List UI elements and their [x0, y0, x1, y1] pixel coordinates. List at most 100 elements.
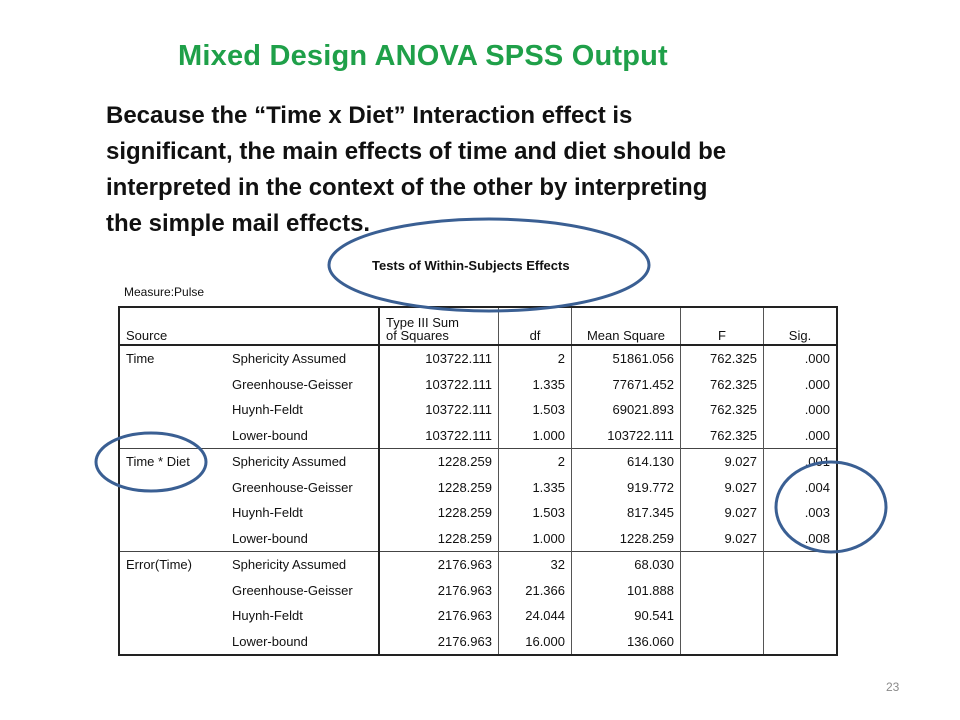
cell-f: 762.325	[680, 397, 764, 423]
cell-sum-of-squares: 2176.963	[378, 577, 499, 603]
cell-f: 762.325	[680, 345, 764, 372]
table-row: Huynh-Feldt 2176.963 24.044 90.541	[119, 603, 837, 629]
cell-mean-square: 90.541	[571, 603, 681, 629]
cell-sum-of-squares: 2176.963	[378, 628, 499, 655]
anova-table: Source Type III Sum of Squares df Mean S…	[118, 306, 838, 656]
cell-df: 1.335	[498, 371, 572, 397]
cell-mean-square: 614.130	[571, 448, 681, 475]
cell-mean-square: 136.060	[571, 628, 681, 655]
cell-sig: .000	[763, 397, 837, 423]
cell-correction: Lower-bound	[232, 427, 308, 443]
cell-f	[680, 551, 764, 578]
cell-sum-of-squares: 1228.259	[378, 474, 499, 500]
header-df: df	[498, 306, 572, 346]
explanation-line: the simple mail effects.	[106, 210, 371, 237]
cell-sig	[763, 551, 837, 578]
header-correction	[226, 306, 379, 346]
cell-sig: .003	[763, 500, 837, 526]
cell-df: 1.503	[498, 500, 572, 526]
cell-correction: Huynh-Feldt	[232, 608, 303, 624]
cell-mean-square: 101.888	[571, 577, 681, 603]
cell-mean-square: 77671.452	[571, 371, 681, 397]
table-row: Huynh-Feldt 103722.111 1.503 69021.893 762.3…	[119, 397, 837, 423]
cell-sig	[763, 603, 837, 629]
cell-f	[680, 628, 764, 655]
cell-f: 9.027	[680, 500, 764, 526]
cell-mean-square: 68.030	[571, 551, 681, 578]
cell-correction: Huynh-Feldt	[232, 402, 303, 418]
anova-table-body: Time Sphericity Assumed 103722.111 2 51861.0…	[119, 345, 837, 655]
annotation-circle-table-title	[327, 217, 651, 313]
table-row: Greenhouse-Geisser 103722.111 1.335 77671.4…	[119, 371, 837, 397]
cell-mean-square: 1228.259	[571, 525, 681, 552]
cell-df: 21.366	[498, 577, 572, 603]
cell-sum-of-squares: 103722.111	[378, 422, 499, 449]
table-row: Time * Diet Sphericity Assumed 1228.259 2 61…	[119, 448, 837, 475]
header-source: Source	[119, 306, 226, 346]
explanation-text: Because the “Time x Diet” Interaction ef…	[106, 98, 886, 242]
cell-sum-of-squares: 1228.259	[378, 448, 499, 475]
cell-df: 24.044	[498, 603, 572, 629]
cell-f: 762.325	[680, 371, 764, 397]
cell-correction: Lower-bound	[232, 633, 308, 649]
cell-df: 1.000	[498, 525, 572, 552]
header-ss-line1: Type III Sum	[386, 315, 459, 330]
cell-sig: .000	[763, 422, 837, 449]
table-row: Time Sphericity Assumed 103722.111 2 51861.0…	[119, 345, 837, 372]
cell-df: 16.000	[498, 628, 572, 655]
cell-sig	[763, 577, 837, 603]
page-number: 23	[886, 680, 900, 694]
annotation-circle-sig-values	[774, 460, 888, 554]
cell-correction: Greenhouse-Geisser	[232, 582, 353, 598]
cell-mean-square: 69021.893	[571, 397, 681, 423]
cell-correction: Lower-bound	[232, 530, 308, 546]
cell-df: 1.000	[498, 422, 572, 449]
cell-sum-of-squares: 2176.963	[378, 603, 499, 629]
cell-correction: Sphericity Assumed	[226, 448, 379, 475]
table-row: Huynh-Feldt 1228.259 1.503 817.345 9.027.003	[119, 500, 837, 526]
cell-correction: Huynh-Feldt	[232, 505, 303, 521]
cell-sig: .008	[763, 525, 837, 552]
cell-correction: Sphericity Assumed	[232, 351, 347, 367]
measure-label: Measure:Pulse	[124, 285, 205, 299]
cell-sum-of-squares: 2176.963	[378, 551, 499, 578]
cell-df: 1.335	[498, 474, 572, 500]
header-sig: Sig.	[763, 306, 837, 346]
table-row: Lower-bound 1228.259 1.000 1228.259 9.027.00…	[119, 525, 837, 552]
cell-f: 762.325	[680, 422, 764, 449]
cell-correction: Greenhouse-Geisser	[232, 479, 353, 495]
table-row: Error(Time) Sphericity Assumed 2176.963 32 6…	[119, 551, 837, 578]
cell-mean-square: 103722.111	[571, 422, 681, 449]
cell-mean-square: 51861.056	[571, 345, 681, 372]
header-f: F	[680, 306, 764, 346]
explanation-line: Because the “Time x Diet” Interaction ef…	[106, 102, 633, 129]
cell-correction: Greenhouse-Geisser	[232, 376, 353, 392]
cell-sum-of-squares: 103722.111	[378, 397, 499, 423]
table-title: Tests of Within-Subjects Effects	[372, 258, 570, 273]
cell-df: 2	[498, 448, 572, 475]
cell-sig: .000	[763, 345, 837, 372]
cell-df: 32	[498, 551, 572, 578]
cell-df: 1.503	[498, 397, 572, 423]
cell-f: 9.027	[680, 525, 764, 552]
cell-mean-square: 817.345	[571, 500, 681, 526]
cell-f	[680, 603, 764, 629]
table-row: Lower-bound 2176.963 16.000 136.060	[119, 628, 837, 655]
cell-source: Error(Time)	[119, 551, 226, 578]
cell-df: 2	[498, 345, 572, 372]
table-row: Greenhouse-Geisser 1228.259 1.335 919.772 9.…	[119, 474, 837, 500]
cell-sig	[763, 628, 837, 655]
annotation-circle-interaction	[94, 431, 208, 493]
cell-source: Time * Diet	[119, 448, 226, 475]
slide-title: Mixed Design ANOVA SPSS Output	[178, 40, 668, 72]
cell-sum-of-squares: 103722.111	[378, 345, 499, 372]
cell-correction: Sphericity Assumed	[226, 551, 379, 578]
table-row: Lower-bound 103722.111 1.000 103722.111 762.…	[119, 422, 837, 449]
cell-sum-of-squares: 103722.111	[378, 371, 499, 397]
explanation-line: significant, the main effects of time an…	[106, 138, 727, 165]
cell-f: 9.027	[680, 448, 764, 475]
cell-f	[680, 577, 764, 603]
cell-sig: .004	[763, 474, 837, 500]
explanation-line: interpreted in the context of the other …	[106, 174, 708, 201]
